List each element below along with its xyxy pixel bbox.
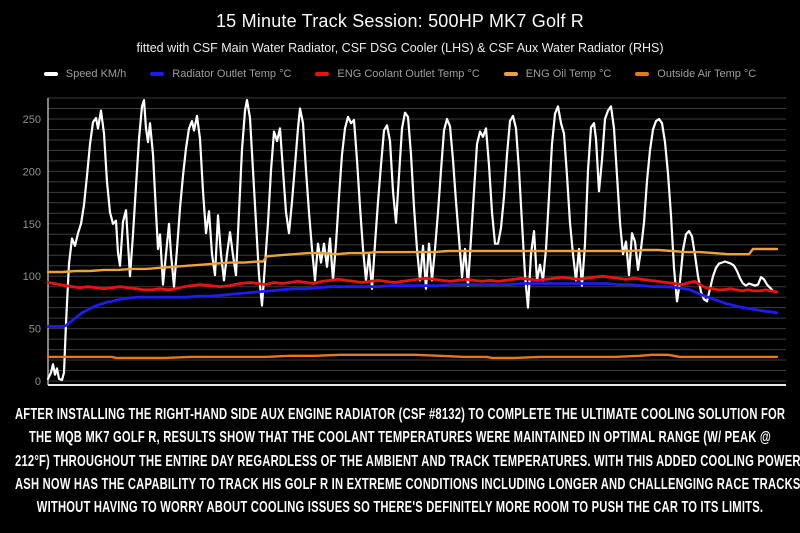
outside-air-temp-line	[46, 353, 779, 360]
caption: AFTER INSTALLING THE RIGHT-HAND SIDE AUX…	[15, 403, 800, 519]
chart-canvas: 0 50 100 150 200 250	[23, 97, 786, 388]
legend-marker-outside-air-temp	[635, 72, 650, 76]
legend-marker-radiator-outlet-temp	[150, 72, 165, 76]
y-axis-tick-label: 100	[23, 271, 41, 283]
legend-item-outside-air-temp: Outside Air Temp °C	[635, 68, 756, 80]
eng-oil-temp-line	[46, 247, 779, 274]
caption-line: 212°F) THROUGHOUT THE ENTIRE DAY REGARDL…	[15, 452, 800, 470]
header: 15 Minute Track Session: 500HP MK7 Golf …	[0, 0, 800, 55]
legend-item-speed: Speed KM/h	[43, 68, 127, 80]
legend-label: Outside Air Temp °C	[657, 68, 757, 80]
legend-label: ENG Coolant Outlet Temp °C	[337, 68, 480, 80]
legend-label: Radiator Outlet Temp °C	[172, 68, 292, 80]
chart-title: 15 Minute Track Session: 500HP MK7 Golf …	[215, 11, 585, 31]
legend-item-eng-oil-temp: ENG Oil Temp °C	[503, 68, 612, 80]
chart-legend: Speed KM/h Radiator Outlet Temp °C ENG Coo…	[0, 66, 800, 82]
y-axis-tick-label: 0	[35, 376, 41, 388]
eng-coolant-outlet-temp-line	[46, 274, 779, 294]
y-axis-tick-label: 150	[23, 219, 41, 231]
legend-label: ENG Oil Temp °C	[525, 68, 612, 80]
radiator-outlet-temp-line	[46, 282, 779, 328]
y-axis-ticks: 0 50 100 150 200 250	[23, 114, 41, 388]
legend-item-eng-coolant-outlet-temp: ENG Coolant Outlet Temp °C	[315, 68, 480, 80]
y-axis-tick-label: 50	[29, 324, 41, 336]
y-axis-tick-label: 250	[23, 114, 41, 126]
caption-line: AFTER INSTALLING THE RIGHT-HAND SIDE AUX…	[15, 406, 786, 423]
chart-subtitle: fitted with CSF Main Water Radiator, CSF…	[136, 41, 664, 55]
caption-line: ASH NOW HAS THE CAPABILITY TO TRACK HIS …	[15, 475, 800, 493]
speed-line	[46, 99, 778, 382]
y-axis-tick-label: 200	[23, 166, 41, 178]
session-chart: 0 50 100 150 200 250	[0, 90, 800, 395]
legend-marker-eng-coolant-outlet-temp	[315, 72, 330, 76]
caption-line: WITHOUT HAVING TO WORRY ABOUT COOLING IS…	[36, 499, 764, 517]
legend-marker-eng-oil-temp	[503, 72, 518, 76]
legend-marker-speed	[43, 72, 58, 76]
caption-line: THE MQB MK7 GOLF R, RESULTS SHOW THAT TH…	[28, 429, 772, 447]
legend-label: Speed KM/h	[65, 68, 127, 80]
legend-item-radiator-outlet-temp: Radiator Outlet Temp °C	[150, 68, 291, 80]
